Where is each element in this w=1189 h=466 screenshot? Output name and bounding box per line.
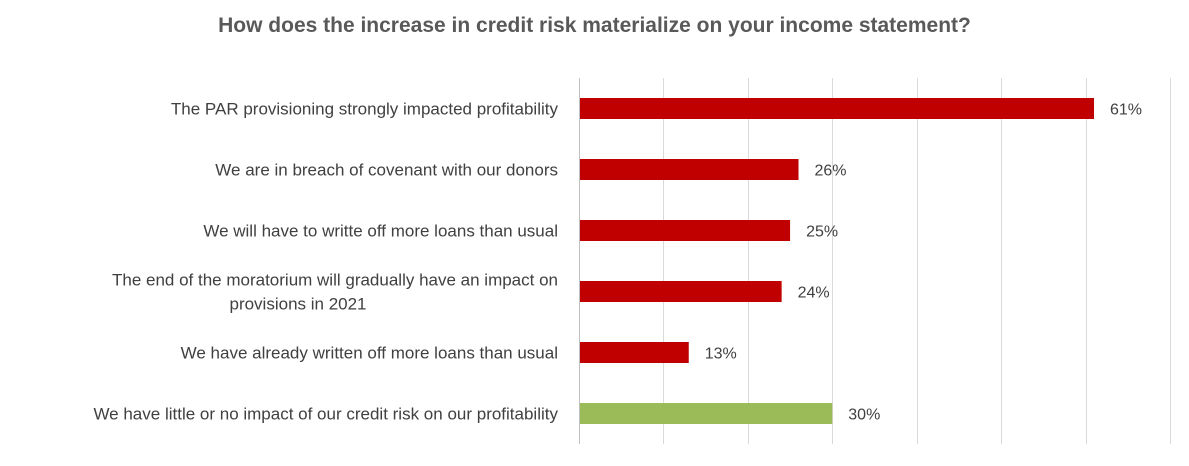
category-label: We have already written off more loans t… bbox=[181, 344, 558, 363]
value-label: 26% bbox=[815, 163, 847, 180]
gridlines bbox=[579, 78, 1171, 444]
category-label-line: The end of the moratorium will gradually… bbox=[112, 271, 558, 290]
category-label-line: We will have to writte off more loans th… bbox=[203, 222, 558, 241]
category-label-line: We have little or no impact of our credi… bbox=[93, 405, 558, 424]
category-label-line: We are in breach of covenant with our do… bbox=[215, 161, 558, 180]
category-label: We are in breach of covenant with our do… bbox=[215, 161, 558, 180]
value-label: 24% bbox=[798, 285, 830, 302]
value-label: 61% bbox=[1110, 102, 1142, 119]
value-label: 30% bbox=[848, 407, 880, 424]
bars bbox=[580, 98, 1095, 424]
category-label: The PAR provisioning strongly impacted p… bbox=[171, 100, 559, 119]
chart-title: How does the increase in credit risk mat… bbox=[218, 14, 971, 37]
bar bbox=[580, 342, 689, 363]
category-label-line: We have already written off more loans t… bbox=[181, 344, 558, 363]
bar bbox=[580, 281, 782, 302]
category-label: The end of the moratorium will gradually… bbox=[112, 271, 558, 314]
category-label-line: The PAR provisioning strongly impacted p… bbox=[171, 100, 559, 119]
bar bbox=[580, 403, 833, 424]
category-labels: The PAR provisioning strongly impacted p… bbox=[93, 100, 558, 424]
value-label: 25% bbox=[806, 224, 838, 241]
category-label: We will have to writte off more loans th… bbox=[203, 222, 558, 241]
bar bbox=[580, 159, 799, 180]
bar bbox=[580, 220, 791, 241]
category-label-line: provisions in 2021 bbox=[229, 295, 366, 314]
bar bbox=[580, 98, 1095, 119]
category-label: We have little or no impact of our credi… bbox=[93, 405, 558, 424]
value-label: 13% bbox=[705, 346, 737, 363]
value-labels: 61% 26% 25% 24% 13% 30% bbox=[705, 102, 1142, 424]
